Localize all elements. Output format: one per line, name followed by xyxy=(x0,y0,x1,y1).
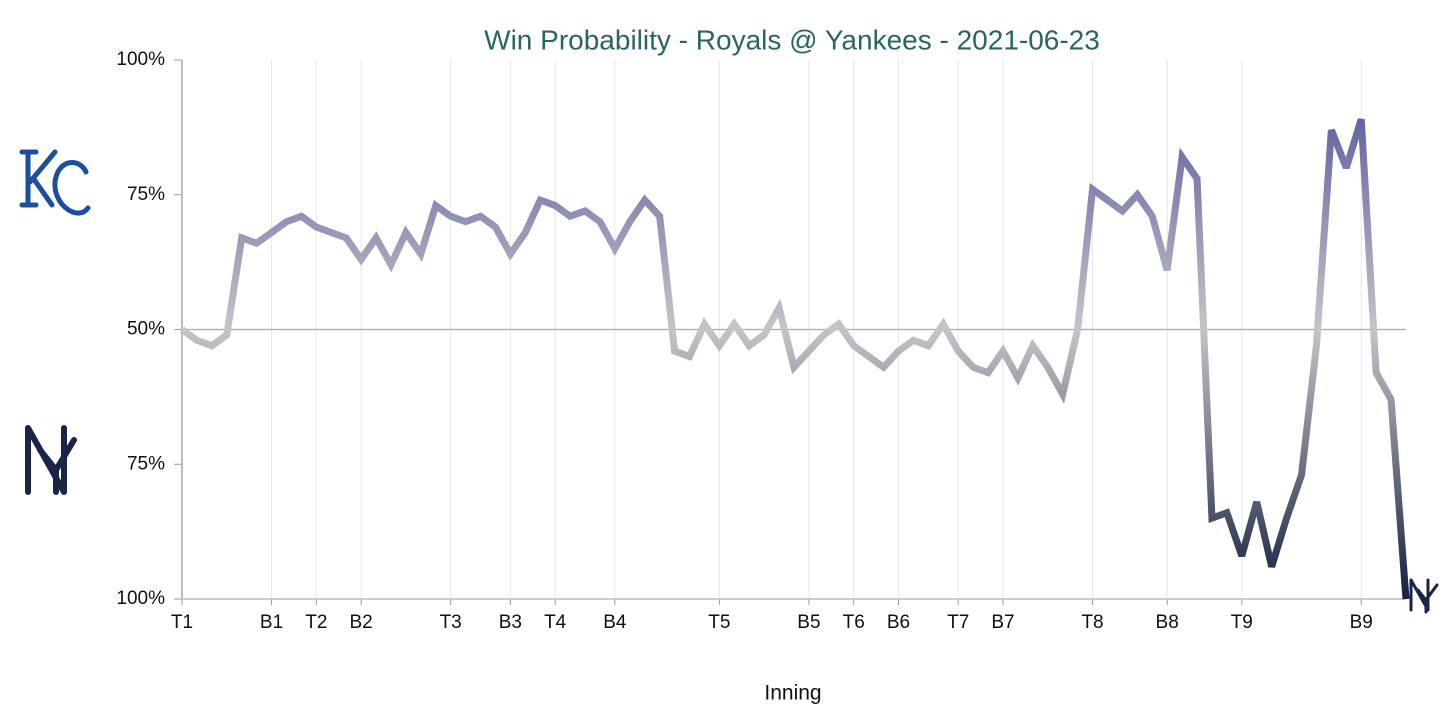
x-tick-label: T9 xyxy=(1231,612,1253,633)
x-tick-label: T2 xyxy=(305,612,327,633)
y-tick-label: 50% xyxy=(127,319,165,340)
x-tick-label: T7 xyxy=(947,612,969,633)
royals-logo xyxy=(19,149,91,216)
x-tick-label: T1 xyxy=(171,612,193,633)
y-tick-label: 75% xyxy=(127,453,165,474)
x-tick-label: B9 xyxy=(1350,612,1373,633)
x-tick-label: B1 xyxy=(260,612,283,633)
x-tick-label: T8 xyxy=(1081,612,1103,633)
yankees-logo xyxy=(25,425,77,495)
x-tick-label: B3 xyxy=(499,612,522,633)
x-tick-label: T3 xyxy=(440,612,462,633)
x-tick-label: B2 xyxy=(349,612,372,633)
x-tick-label: T6 xyxy=(843,612,865,633)
x-tick-label: B5 xyxy=(797,612,820,633)
yankees-logo-small xyxy=(1409,578,1439,614)
win-probability-line xyxy=(179,118,1410,600)
x-tick-label: T4 xyxy=(544,612,567,633)
x-tick-label: B7 xyxy=(991,612,1014,633)
x-tick-label: B4 xyxy=(603,612,627,633)
x-tick-label: T5 xyxy=(708,612,730,633)
y-tick-label: 100% xyxy=(116,588,165,609)
x-axis-label: Inning xyxy=(764,682,821,705)
chart-title: Win Probability - Royals @ Yankees - 202… xyxy=(484,24,1100,55)
x-tick-label: B6 xyxy=(887,612,910,633)
x-tick-label: B8 xyxy=(1156,612,1179,633)
y-tick-label: 100% xyxy=(116,49,165,70)
y-tick-label: 75% xyxy=(127,184,165,205)
